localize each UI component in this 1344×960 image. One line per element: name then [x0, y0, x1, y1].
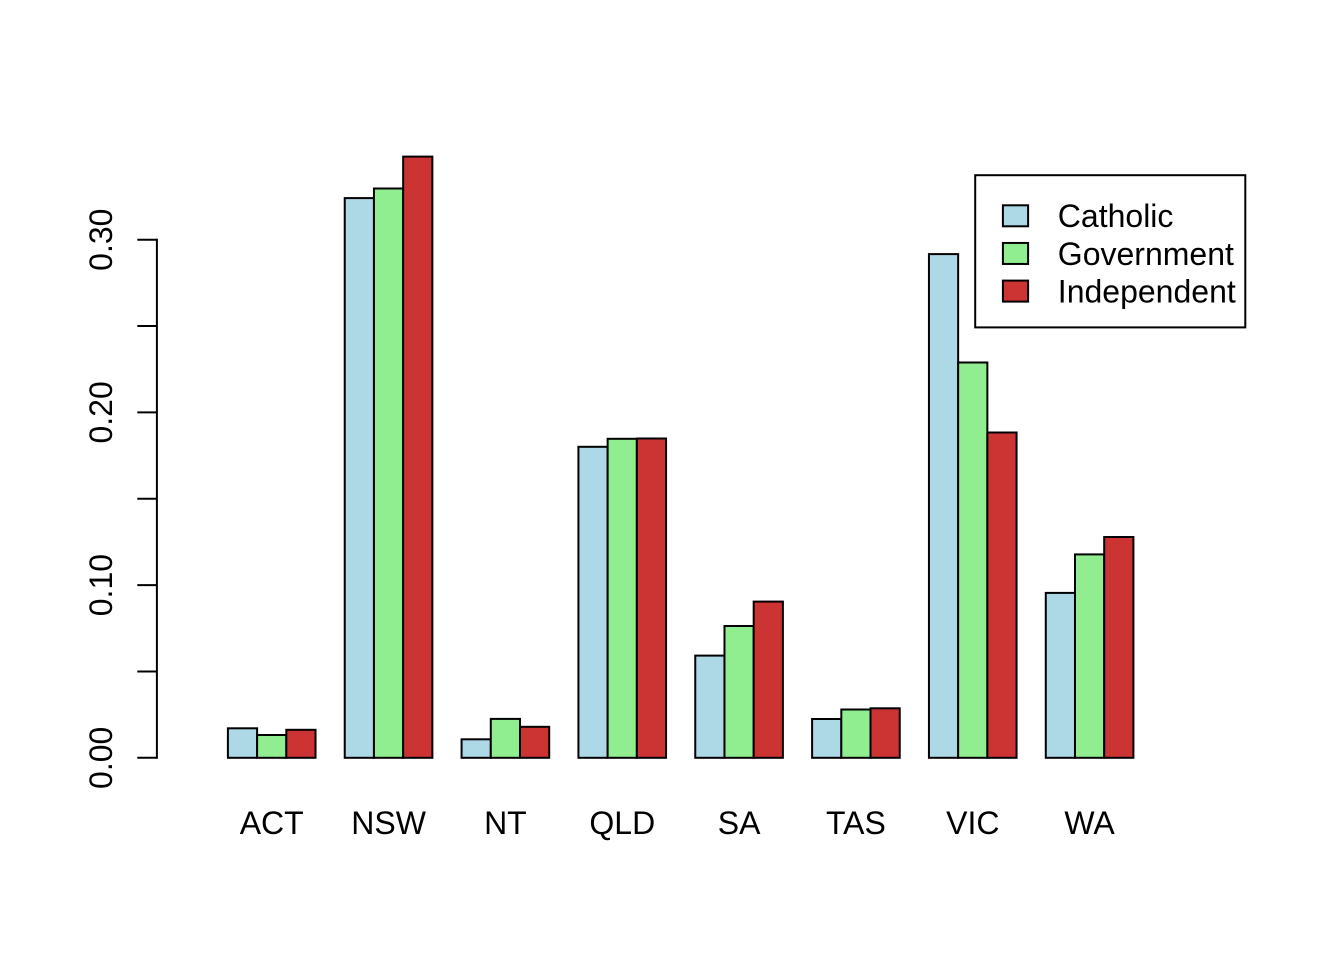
svg-text:Independent: Independent — [1058, 274, 1236, 310]
svg-text:VIC: VIC — [946, 805, 999, 841]
svg-text:Catholic: Catholic — [1058, 198, 1174, 234]
svg-text:Government: Government — [1058, 236, 1234, 272]
svg-text:0.00: 0.00 — [83, 727, 119, 789]
svg-text:TAS: TAS — [826, 805, 886, 841]
svg-text:0.10: 0.10 — [83, 554, 119, 616]
svg-text:WA: WA — [1064, 805, 1115, 841]
svg-text:QLD: QLD — [589, 805, 655, 841]
svg-text:NSW: NSW — [351, 805, 426, 841]
svg-text:NT: NT — [484, 805, 527, 841]
svg-text:0.20: 0.20 — [83, 381, 119, 443]
svg-text:SA: SA — [718, 805, 761, 841]
svg-text:0.30: 0.30 — [83, 209, 119, 271]
svg-text:ACT: ACT — [240, 805, 304, 841]
